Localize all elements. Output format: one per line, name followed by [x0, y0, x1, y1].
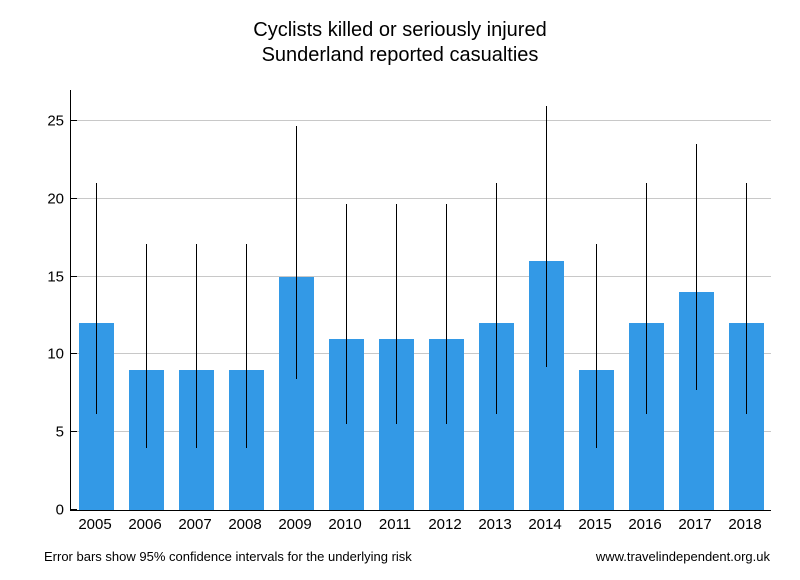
x-tick-label: 2014: [528, 516, 561, 533]
chart-container: Cyclists killed or seriously injured Sun…: [0, 0, 800, 580]
footnote-right: www.travelindependent.org.uk: [596, 549, 770, 564]
x-tick-label: 2018: [728, 516, 761, 533]
y-tick-label: 5: [56, 424, 64, 441]
error-bar: [146, 244, 147, 448]
gridline: [71, 198, 771, 199]
gridline: [71, 276, 771, 277]
y-tick: [71, 198, 77, 199]
chart-title: Cyclists killed or seriously injured Sun…: [0, 18, 800, 68]
error-bar: [346, 204, 347, 425]
chart-title-line2: Sunderland reported casualties: [262, 44, 539, 66]
y-tick: [71, 353, 77, 354]
footnote-left: Error bars show 95% confidence intervals…: [44, 549, 412, 564]
x-tick-label: 2011: [379, 516, 411, 533]
x-tick-label: 2015: [578, 516, 611, 533]
x-tick-label: 2016: [628, 516, 661, 533]
x-tick-label: 2006: [128, 516, 161, 533]
error-bar: [496, 183, 497, 413]
chart-title-line1: Cyclists killed or seriously injured: [253, 19, 546, 41]
error-bar: [296, 126, 297, 380]
error-bar: [96, 183, 97, 413]
x-tick-label: 2012: [428, 516, 461, 533]
y-tick: [71, 431, 77, 432]
error-bar: [396, 204, 397, 425]
error-bar: [246, 244, 247, 448]
y-tick: [71, 120, 77, 121]
gridline: [71, 431, 771, 432]
y-tick-label: 25: [47, 113, 64, 130]
y-tick-label: 10: [47, 346, 64, 363]
error-bar: [546, 106, 547, 367]
gridline: [71, 353, 771, 354]
error-bar: [746, 183, 747, 413]
x-tick-label: 2010: [328, 516, 361, 533]
x-tick-label: 2013: [478, 516, 511, 533]
x-tick-label: 2009: [278, 516, 311, 533]
y-tick: [71, 509, 77, 510]
plot-area: [70, 90, 771, 511]
error-bar: [646, 183, 647, 413]
gridline: [71, 120, 771, 121]
x-tick-label: 2008: [228, 516, 261, 533]
error-bar: [596, 244, 597, 448]
error-bar: [696, 144, 697, 390]
y-tick-label: 15: [47, 268, 64, 285]
x-tick-label: 2017: [678, 516, 711, 533]
x-tick-label: 2005: [78, 516, 111, 533]
x-tick-label: 2007: [178, 516, 211, 533]
y-tick-label: 0: [56, 502, 64, 519]
y-tick-label: 20: [47, 190, 64, 207]
error-bar: [196, 244, 197, 448]
y-tick: [71, 276, 77, 277]
error-bar: [446, 204, 447, 425]
